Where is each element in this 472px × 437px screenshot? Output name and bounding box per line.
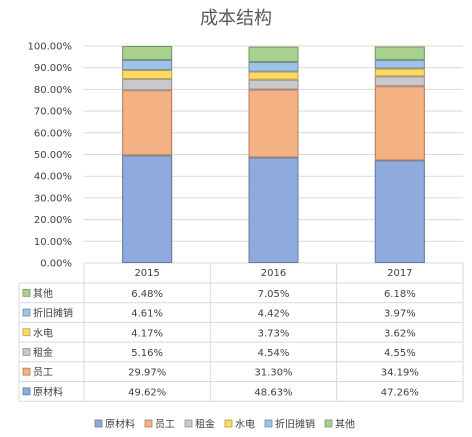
bars [122,45,425,263]
data-label: 4.61% [131,309,163,320]
data-label: 6.48% [131,289,163,300]
data-label: 4.54% [258,348,290,359]
y-tick-label: 90.00% [34,63,72,74]
bar-segment [248,79,299,90]
bar-segment-edge [122,45,173,61]
chart-title: 成本结构 [200,8,272,29]
x-tick-label: 2017 [387,268,412,279]
table-series-name: 折旧摊销 [33,307,73,320]
data-label: 4.42% [258,309,290,320]
bar-segment [248,46,299,63]
bar-segment-edge [374,86,425,161]
data-label: 7.05% [258,289,290,300]
x-tick-label: 2015 [134,268,159,279]
data-table: 2015 2016 2017 其他 6.48% 7.05% 6.18% 折旧摊销 4.61% 4.… [18,263,464,402]
legend-entry: 租金 [195,418,215,431]
table-series-name: 租金 [33,346,53,359]
y-tick-label: 20.00% [34,215,72,226]
bar-segment [248,89,299,158]
data-label: 31.30% [254,368,292,379]
legend-swatch [94,419,103,428]
bar-segment-edge [122,155,173,263]
legend-entry: 折旧摊销 [275,418,315,431]
data-label: 6.18% [384,289,416,300]
legend-swatch [184,419,193,428]
bar-segment [248,71,299,80]
bar-segment-edge [248,62,299,72]
table-series-swatch [22,308,31,317]
bar-segment-edge [248,46,299,63]
bar-segment [122,90,173,156]
y-tick-label: 80.00% [34,85,72,96]
data-label: 4.17% [131,328,163,339]
bar-segment [122,79,173,91]
legend: 原材料 员工 租金 水电 折旧摊销 其他 [94,418,355,431]
data-label: 3.73% [258,328,290,339]
table-series-name: 其他 [33,287,53,300]
data-label: 34.19% [381,368,419,379]
table-series-swatch [22,288,31,297]
table-series-swatch [22,328,31,337]
table-series-name: 水电 [33,326,53,339]
bar-segment [374,86,425,161]
bar-segment-edge [248,71,299,80]
legend-entry: 其他 [335,418,355,431]
table-series-swatch [22,348,31,356]
legend-entry: 员工 [155,419,175,431]
bar-segment-edge [374,160,425,263]
data-label: 5.16% [131,348,163,359]
table-series-name: 员工 [33,367,53,379]
data-label: 48.63% [254,387,292,398]
legend-swatch [224,419,233,428]
bar-segment-edge [122,79,173,91]
y-tick-label: 10.00% [34,237,72,248]
bar-segment-edge [248,79,299,90]
data-label: 3.97% [384,309,416,320]
legend-entry: 原材料 [105,418,135,431]
table-series-swatch [22,387,31,396]
bar-segment-edge [374,46,425,60]
x-tick-label: 2016 [261,268,286,279]
y-tick-label: 0.00% [40,259,72,270]
bar-segment [122,45,173,61]
bar-segment-edge [374,68,425,77]
y-tick-label: 60.00% [34,128,72,139]
y-tick-label: 30.00% [34,193,72,204]
table-series-swatch [22,367,31,376]
y-tick-label: 40.00% [34,172,72,183]
bar-segment [374,160,425,263]
bar-segment [122,60,173,71]
legend-swatch [264,419,273,428]
legend-entry: 水电 [235,418,255,431]
data-label: 49.62% [128,387,166,398]
bar-segment-edge [248,157,299,263]
data-label: 47.26% [381,387,419,398]
y-tick-label: 50.00% [34,150,72,161]
bar-segment-edge [374,76,425,87]
table-series-name: 原材料 [33,385,63,398]
y-tick-label: 70.00% [34,107,72,118]
bar-segment [374,68,425,77]
bar-segment [374,76,425,87]
bar-segment [122,70,173,80]
y-axis-tick-labels: 0.00% 10.00% 20.00% 30.00% 40.00% 50.00% 60.00… [28,42,73,270]
bar-segment-edge [122,70,173,80]
bar-segment [248,157,299,263]
legend-swatch [324,419,333,428]
data-label: 3.62% [384,328,416,339]
bar-segment-edge [374,59,425,69]
bar-segment [374,59,425,69]
bar-segment-edge [122,90,173,156]
bar-segment [374,46,425,60]
bar-segment [248,62,299,72]
bar-segment-edge [248,89,299,158]
y-tick-label: 100.00% [28,42,73,53]
bar-segment-edge [122,60,173,71]
data-label: 29.97% [128,368,166,379]
data-label: 4.55% [384,348,416,359]
bar-segment [122,155,173,263]
legend-swatch [144,419,153,428]
